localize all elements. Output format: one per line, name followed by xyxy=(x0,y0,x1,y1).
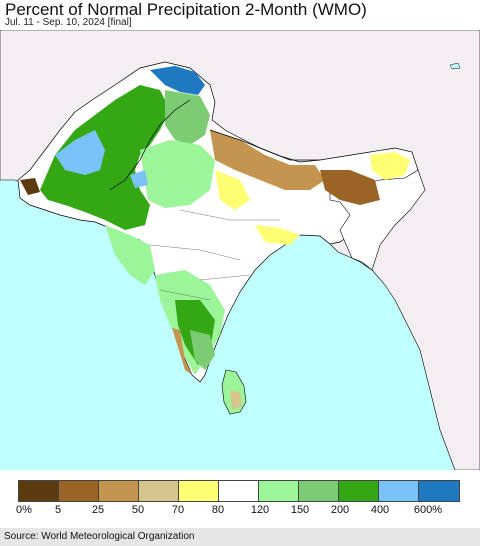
precipitation-map xyxy=(0,30,480,470)
map-subtitle: Jul. 11 - Sep. 10, 2024 [final] xyxy=(5,17,132,28)
zone-yellow-mid xyxy=(255,225,300,245)
legend-swatch-8 xyxy=(339,481,379,501)
zone-midgreen-north xyxy=(165,90,210,145)
legend-swatch-10 xyxy=(419,481,459,501)
legend-label-4: 70 xyxy=(171,504,185,516)
small-island xyxy=(449,62,461,70)
legend-labels: 0% 5 25 50 70 80 120 150 200 400 600% xyxy=(0,504,480,518)
map-title: Percent of Normal Precipitation 2-Month … xyxy=(5,0,367,19)
zone-tan-southwest xyxy=(172,328,192,375)
legend-label-5: 80 xyxy=(211,504,225,516)
legend-swatch-6 xyxy=(259,481,299,501)
legend-label-8: 200 xyxy=(330,504,350,516)
legend-swatch-1 xyxy=(59,481,99,501)
zone-blue-kashmir xyxy=(150,66,205,95)
legend-swatch-2 xyxy=(99,481,139,501)
pakistan-india-border xyxy=(109,99,191,191)
legend-label-1: 5 xyxy=(54,504,62,516)
state-lines xyxy=(149,209,280,301)
sri-lanka-dry xyxy=(230,390,242,410)
zone-brown-west-tip xyxy=(20,178,40,195)
nepal-border xyxy=(209,129,320,161)
zone-yellow-east xyxy=(370,152,410,180)
legend-swatch-4 xyxy=(179,481,219,501)
legend-swatch-3 xyxy=(139,481,179,501)
legend-label-3: 50 xyxy=(131,504,145,516)
source-credit: Source: World Meteorological Organizatio… xyxy=(0,528,480,546)
legend-swatch-7 xyxy=(299,481,339,501)
zone-green-pakistan xyxy=(40,85,170,230)
legend-label-6: 120 xyxy=(250,504,270,516)
zone-brown-northeast xyxy=(320,170,380,205)
legend-swatch-9 xyxy=(379,481,419,501)
zone-midgreen-south xyxy=(190,330,215,370)
zone-lightgreen-north xyxy=(140,140,215,208)
legend-swatch-5 xyxy=(219,481,259,501)
legend-label-2: 25 xyxy=(91,504,105,516)
legend-label-0: 0% xyxy=(16,504,32,516)
legend-label-7: 150 xyxy=(290,504,310,516)
zone-lightblue-west xyxy=(55,130,105,175)
zone-lightgreen-west xyxy=(105,225,155,285)
legend-label-9: 400 xyxy=(370,504,390,516)
legend-swatch-0 xyxy=(19,481,59,501)
legend-color-bar xyxy=(18,480,460,502)
legend-label-10: 600% xyxy=(413,504,443,516)
zone-yellow-central xyxy=(215,170,250,210)
zone-lightblue-central-pak xyxy=(130,170,148,188)
zone-tan-north xyxy=(210,130,325,190)
